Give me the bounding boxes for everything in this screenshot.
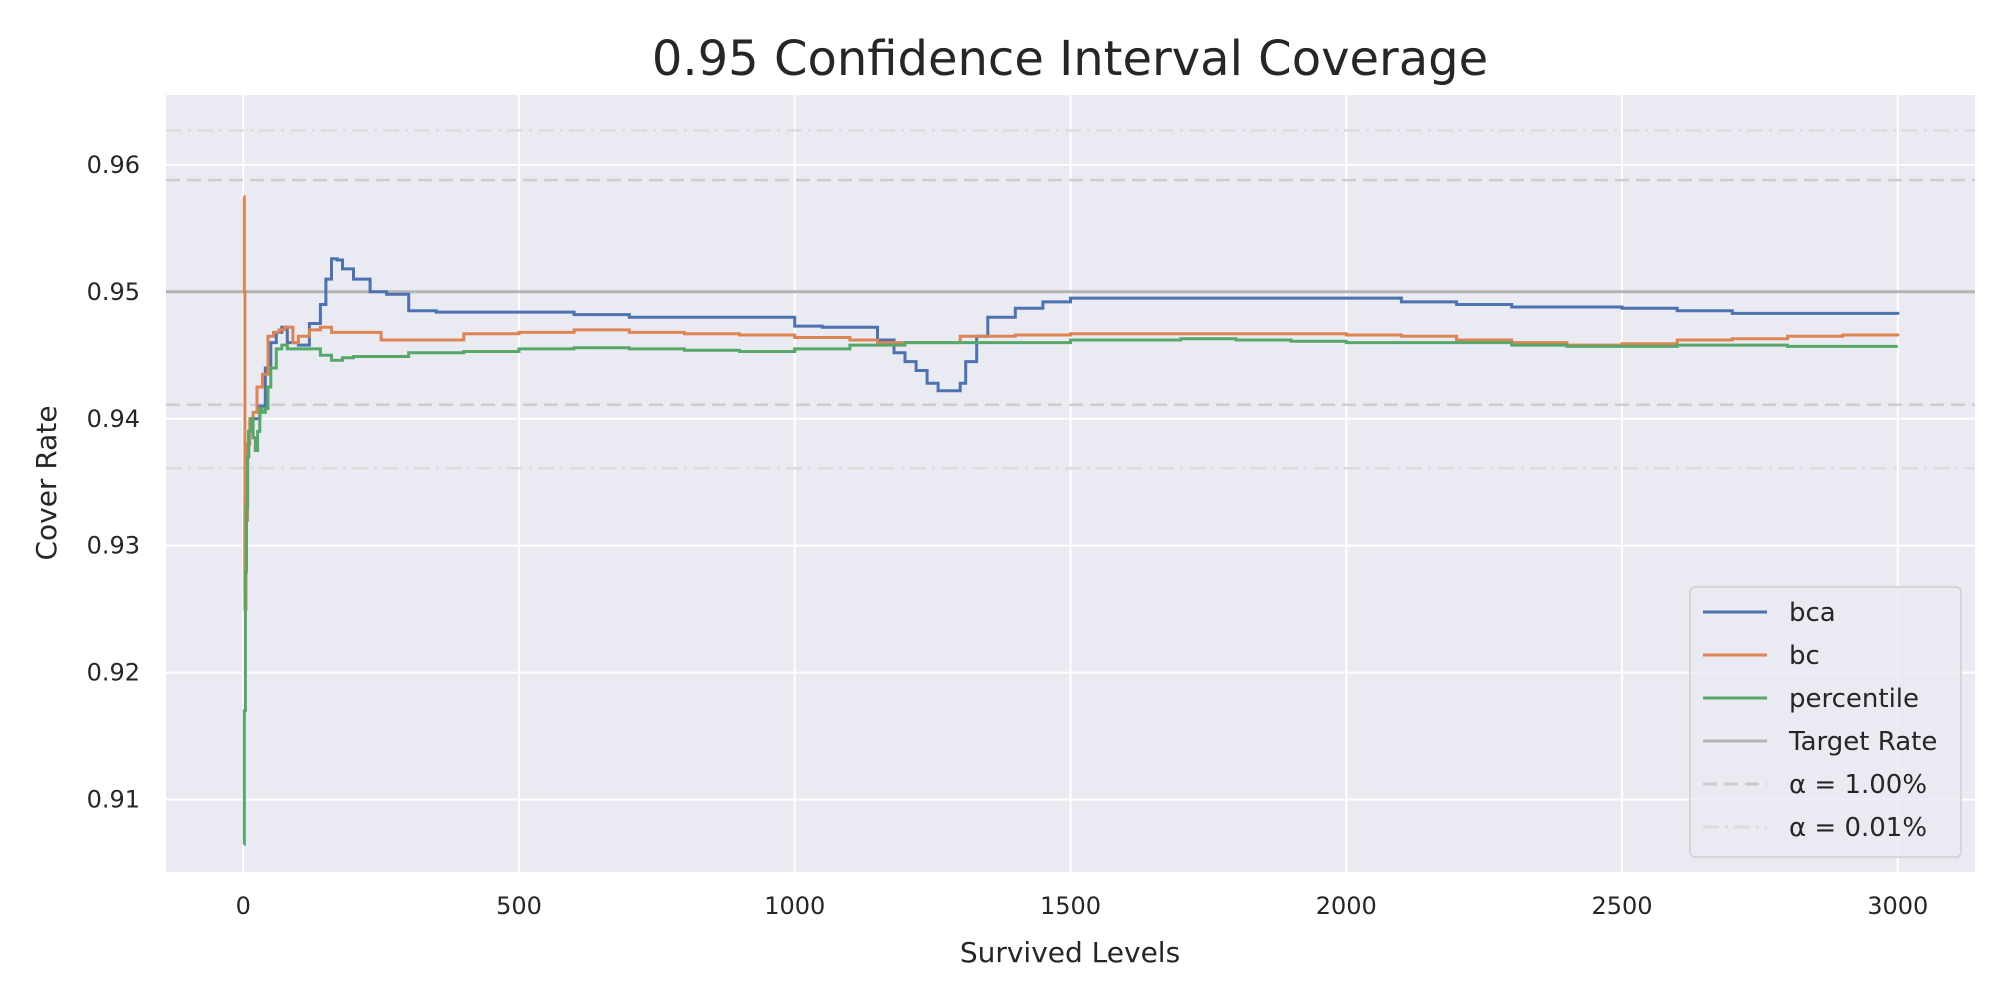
legend-label-5: α = 0.01% <box>1789 813 1927 843</box>
y-tick-label-2: 0.93 <box>87 532 140 560</box>
legend-label-3: Target Rate <box>1788 727 1937 757</box>
y-tick-label-1: 0.92 <box>87 659 140 687</box>
chart-title: 0.95 Confidence Interval Coverage <box>652 31 1488 87</box>
x-axis-label: Survived Levels <box>960 936 1180 969</box>
x-tick-label-2: 1000 <box>764 892 825 920</box>
series-line-percentile <box>242 337 1898 846</box>
x-tick-label-0: 0 <box>236 892 251 920</box>
y-tick-label-0: 0.91 <box>87 786 140 814</box>
series-line-bc <box>242 195 1900 611</box>
x-tick-label-4: 2000 <box>1316 892 1377 920</box>
x-tick-label-6: 3000 <box>1867 892 1928 920</box>
legend-label-1: bc <box>1789 641 1820 671</box>
x-tick-label-5: 2500 <box>1591 892 1652 920</box>
reference-lines <box>166 129 1975 470</box>
y-tick-label-3: 0.94 <box>87 405 140 433</box>
x-tick-labels: 0 500 1000 1500 2000 2500 3000 <box>236 892 1929 920</box>
legend-label-0: bca <box>1789 598 1836 628</box>
legend: bca bc percentile Target Rate α = 1.00% α = 0… <box>1689 586 1962 858</box>
y-tick-labels: 0.91 0.92 0.93 0.94 0.95 0.96 <box>87 151 140 814</box>
legend-label-4: α = 1.00% <box>1789 770 1927 800</box>
grid-lines <box>166 95 1975 872</box>
y-tick-label-5: 0.96 <box>87 151 140 179</box>
y-axis-label: Cover Rate <box>30 405 63 560</box>
data-series <box>242 195 1900 846</box>
x-tick-label-1: 500 <box>496 892 542 920</box>
y-tick-label-4: 0.95 <box>87 278 140 306</box>
legend-label-2: percentile <box>1789 684 1919 714</box>
x-tick-label-3: 1500 <box>1040 892 1101 920</box>
